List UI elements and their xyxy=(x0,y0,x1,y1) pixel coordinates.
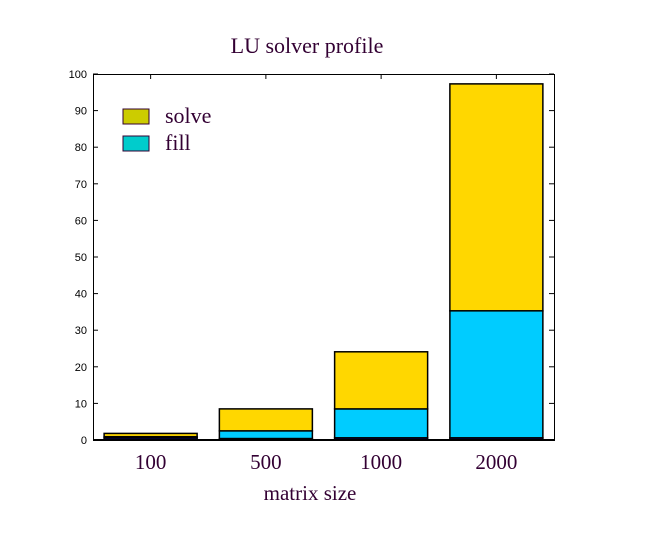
x-tick-label: 1000 xyxy=(360,450,402,474)
bar-solve-500 xyxy=(218,408,314,432)
x-tick-label: 2000 xyxy=(475,450,517,474)
y-tick-label: 30 xyxy=(75,325,87,337)
y-tick-label: 70 xyxy=(75,179,87,191)
legend-label-solve: solve xyxy=(165,103,211,128)
y-tick-label: 40 xyxy=(75,289,87,301)
bar-fill-500 xyxy=(218,430,314,440)
x-tick-label: 500 xyxy=(250,450,282,474)
legend-swatch-solve xyxy=(122,108,150,125)
y-tick-label: 100 xyxy=(69,69,87,81)
legend-swatch-fill xyxy=(122,135,150,152)
y-tick-label: 90 xyxy=(75,106,87,118)
bar-fill-2000 xyxy=(449,310,544,439)
y-tick-label: 80 xyxy=(75,142,87,154)
legend-label-fill: fill xyxy=(165,130,191,155)
bar-solve-1000 xyxy=(333,351,429,410)
x-tick-label: 100 xyxy=(135,450,167,474)
bar-solve-2000 xyxy=(449,83,544,312)
bar-solve-100 xyxy=(103,432,198,438)
y-tick-label: 20 xyxy=(75,362,87,374)
chart-title: LU solver profile xyxy=(231,33,384,58)
y-tick-label: 10 xyxy=(75,398,87,410)
y-tick-label: 50 xyxy=(75,252,87,264)
y-tick-label: 60 xyxy=(75,215,87,227)
y-tick-label: 0 xyxy=(81,435,87,447)
x-axis-label: matrix size xyxy=(264,481,357,505)
bar-fill-1000 xyxy=(333,408,429,439)
